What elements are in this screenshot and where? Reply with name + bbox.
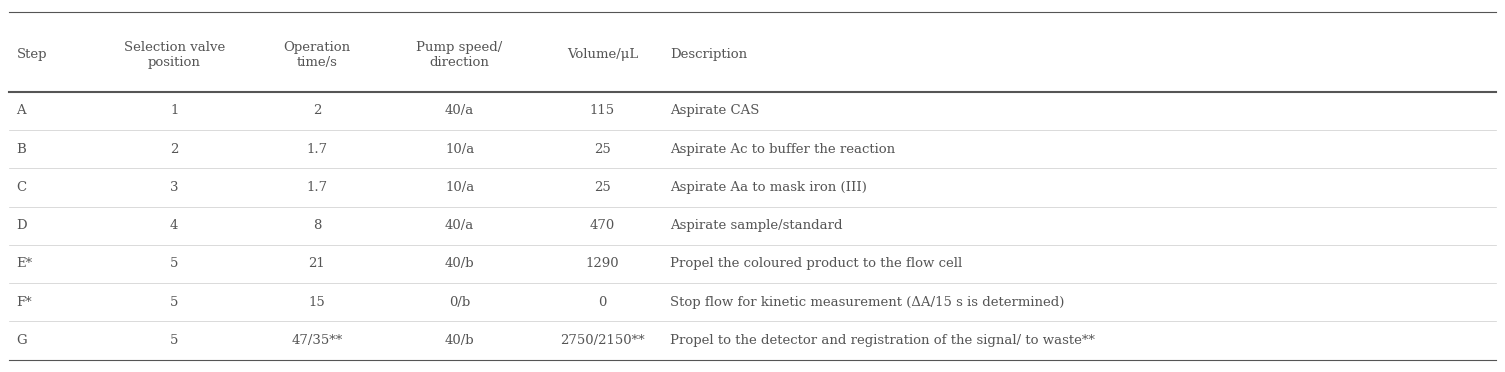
Text: Aspirate sample/standard: Aspirate sample/standard bbox=[670, 219, 843, 232]
Text: C: C bbox=[17, 181, 27, 194]
Text: 10/a: 10/a bbox=[445, 181, 474, 194]
Text: Aspirate CAS: Aspirate CAS bbox=[670, 105, 759, 118]
Text: A: A bbox=[17, 105, 26, 118]
Text: 40/b: 40/b bbox=[445, 334, 474, 347]
Text: Propel the coloured product to the flow cell: Propel the coloured product to the flow … bbox=[670, 257, 962, 270]
Text: 470: 470 bbox=[590, 219, 616, 232]
Text: Volume/μL: Volume/μL bbox=[567, 48, 638, 61]
Text: 1.7: 1.7 bbox=[307, 181, 328, 194]
Text: Propel to the detector and registration of the signal/ to waste**: Propel to the detector and registration … bbox=[670, 334, 1094, 347]
Text: 2: 2 bbox=[313, 105, 321, 118]
Text: Pump speed/
direction: Pump speed/ direction bbox=[417, 41, 503, 69]
Text: 21: 21 bbox=[309, 257, 325, 270]
Text: 3: 3 bbox=[170, 181, 179, 194]
Text: Aspirate Ac to buffer the reaction: Aspirate Ac to buffer the reaction bbox=[670, 143, 895, 156]
Text: 15: 15 bbox=[309, 296, 325, 309]
Text: 0: 0 bbox=[597, 296, 607, 309]
Text: D: D bbox=[17, 219, 27, 232]
Text: 10/a: 10/a bbox=[445, 143, 474, 156]
Text: Description: Description bbox=[670, 48, 746, 61]
Text: Stop flow for kinetic measurement (ΔA/15 s is determined): Stop flow for kinetic measurement (ΔA/15… bbox=[670, 296, 1064, 309]
Text: 1290: 1290 bbox=[585, 257, 619, 270]
Text: 40/a: 40/a bbox=[445, 219, 474, 232]
Text: 4: 4 bbox=[170, 219, 178, 232]
Text: E*: E* bbox=[17, 257, 33, 270]
Text: 5: 5 bbox=[170, 257, 178, 270]
Text: 0/b: 0/b bbox=[448, 296, 470, 309]
Text: 1: 1 bbox=[170, 105, 178, 118]
Text: 2: 2 bbox=[170, 143, 178, 156]
Text: 8: 8 bbox=[313, 219, 321, 232]
Text: 1.7: 1.7 bbox=[307, 143, 328, 156]
Text: 25: 25 bbox=[594, 143, 611, 156]
Text: 115: 115 bbox=[590, 105, 616, 118]
Text: 47/35**: 47/35** bbox=[292, 334, 343, 347]
Text: 40/a: 40/a bbox=[445, 105, 474, 118]
Text: Operation
time/s: Operation time/s bbox=[283, 41, 351, 69]
Text: Aspirate Aa to mask iron (III): Aspirate Aa to mask iron (III) bbox=[670, 181, 867, 194]
Text: 5: 5 bbox=[170, 296, 178, 309]
Text: B: B bbox=[17, 143, 26, 156]
Text: 2750/2150**: 2750/2150** bbox=[560, 334, 644, 347]
Text: F*: F* bbox=[17, 296, 32, 309]
Text: 40/b: 40/b bbox=[445, 257, 474, 270]
Text: G: G bbox=[17, 334, 27, 347]
Text: Selection valve
position: Selection valve position bbox=[123, 41, 224, 69]
Text: Step: Step bbox=[17, 48, 47, 61]
Text: 5: 5 bbox=[170, 334, 178, 347]
Text: 25: 25 bbox=[594, 181, 611, 194]
